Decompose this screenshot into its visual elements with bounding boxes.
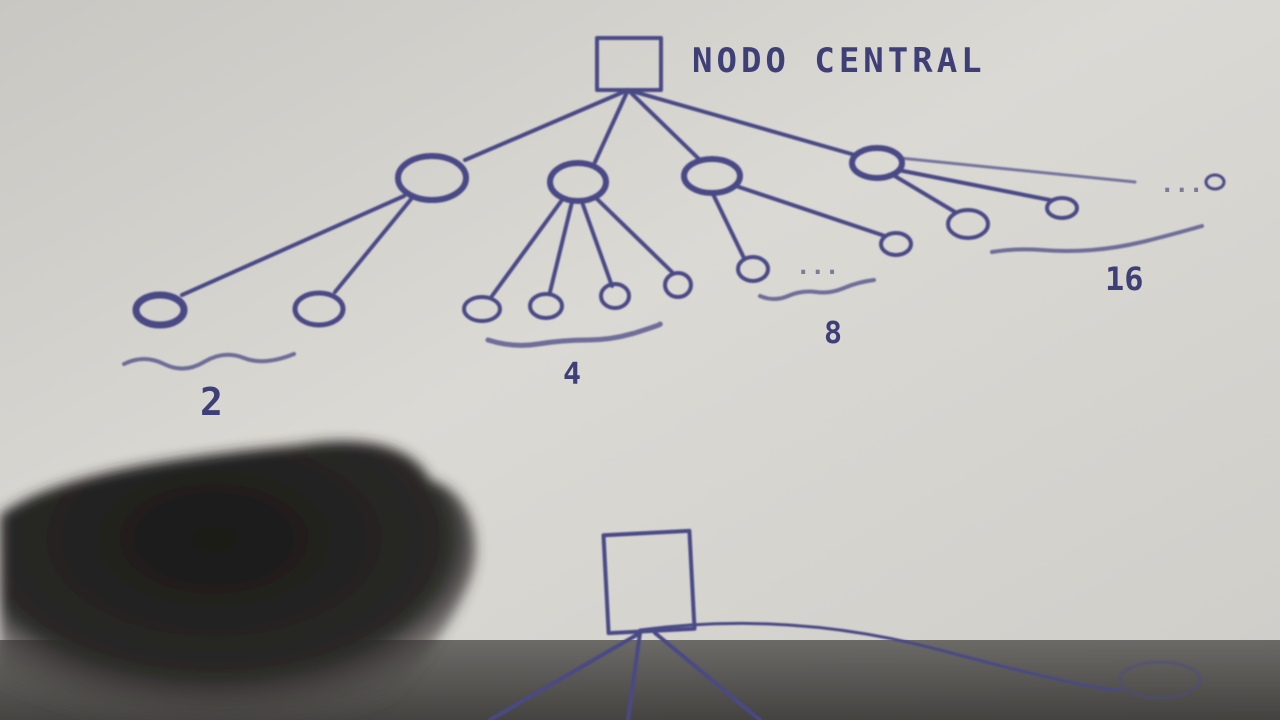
brace-underline (758, 278, 876, 301)
leaf-node (292, 290, 346, 328)
ellipsis-mark: ... (1160, 170, 1203, 198)
hand-shadow (0, 441, 476, 720)
leaf-node (663, 271, 693, 299)
leaf-node (462, 295, 502, 323)
leaf-node (736, 255, 770, 283)
edge (333, 196, 414, 294)
edge (710, 190, 746, 260)
edge (626, 88, 702, 162)
count-label-group4: 16 (1105, 260, 1144, 298)
leaf-node (1045, 196, 1079, 220)
edge (490, 198, 564, 298)
level1-node-1 (395, 153, 469, 203)
level1-node-2 (547, 160, 609, 204)
edge (548, 200, 574, 294)
brace-underline (122, 352, 296, 371)
leaf-node (1204, 173, 1226, 191)
edge (626, 88, 857, 157)
leaf-node (132, 291, 188, 329)
edge (638, 621, 1122, 692)
edge (898, 156, 1137, 184)
edge (593, 88, 630, 164)
brace-underline (990, 224, 1204, 254)
edge (594, 196, 674, 274)
edge (653, 631, 762, 720)
count-label-group2: 4 (563, 357, 581, 392)
leaf-node (946, 208, 990, 240)
edge (896, 168, 1052, 202)
level1-node-4 (849, 145, 905, 181)
leaf-node (528, 292, 564, 320)
ellipsis-mark: ... (796, 252, 839, 280)
central-node-label: NODO CENTRAL (692, 41, 986, 81)
count-label-group1: 2 (200, 380, 223, 424)
edge (580, 200, 614, 288)
central-node-second (601, 528, 697, 636)
edge (891, 173, 957, 214)
edge (626, 631, 642, 720)
count-label-group3: 8 (824, 316, 842, 351)
edge (488, 631, 642, 720)
edge (463, 88, 630, 162)
leaf-node (879, 231, 913, 257)
edge (734, 184, 887, 238)
brace-underline (485, 321, 663, 348)
leaf-node (1118, 660, 1202, 700)
leaf-node (599, 282, 631, 310)
ink-drawing (122, 36, 1226, 720)
edge (180, 194, 406, 297)
